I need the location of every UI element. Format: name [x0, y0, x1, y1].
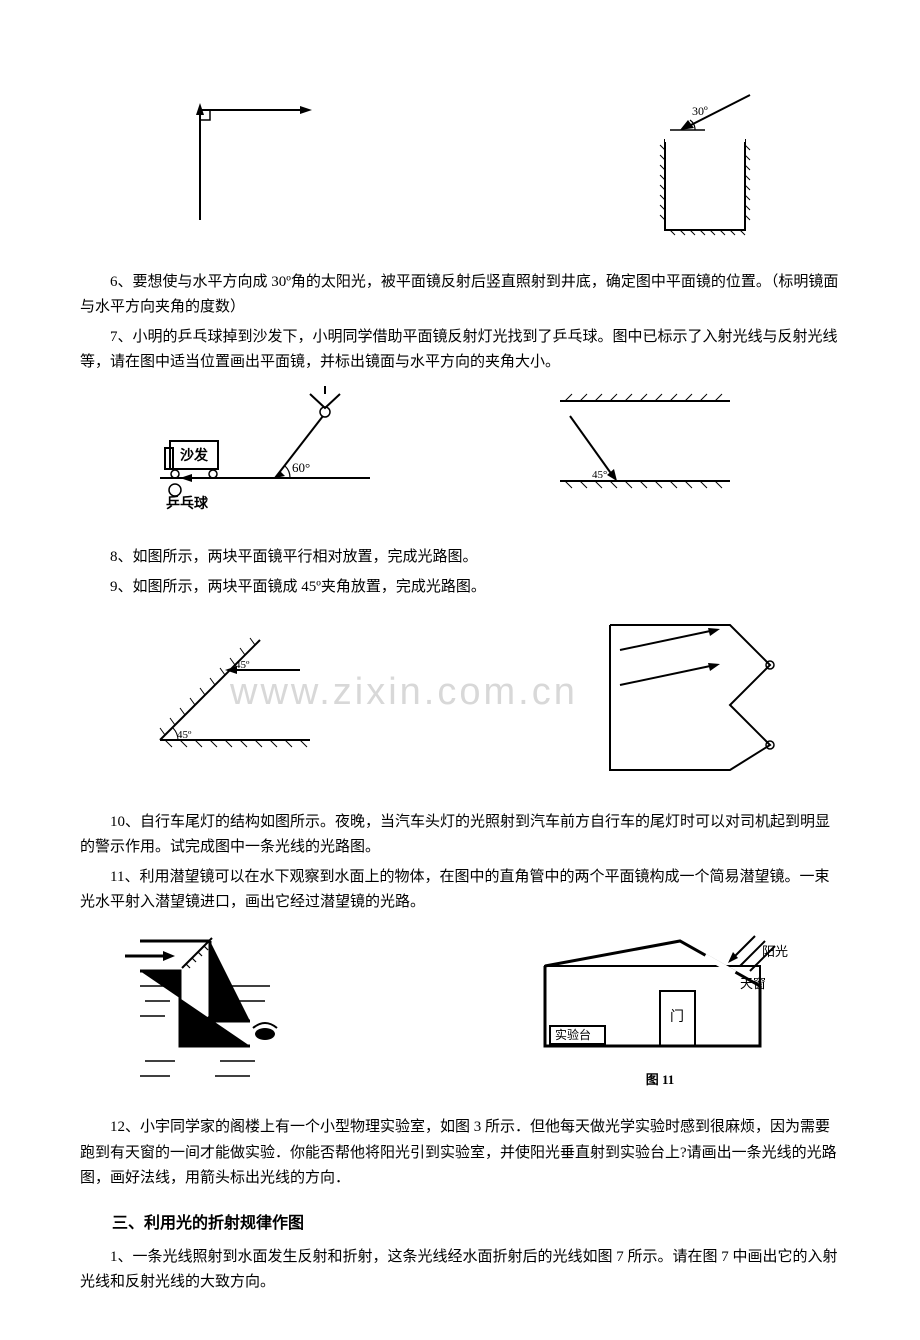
figure-8-parallel: 45°: [540, 386, 740, 526]
figure-6-well: 30º: [630, 90, 780, 250]
figure-9-angle-mirrors: 45º 45º: [130, 610, 330, 790]
fig7-angle-label: 60°: [292, 460, 310, 475]
figure-10-taillight: [580, 610, 780, 790]
fig7-ball-label: 乒乓球: [166, 495, 209, 512]
fig9-angle-a: 45º: [235, 659, 250, 671]
fig12-table-label: 实验台: [555, 1027, 591, 1042]
section-3-p1: 1、一条光线照射到水面发生反射和折射，这条光线经水面折射后的光线如图 7 所示。…: [80, 1245, 840, 1296]
figure-5-left: [180, 90, 320, 250]
fig9-angle-b: 45º: [177, 729, 192, 741]
figure-7-sofa: 60° 沙发 乒乓球: [140, 386, 390, 526]
paragraph-12: 12、小宇同学家的阁楼上有一个小型物理实验室，如图 3 所示．但他每天做光学实验…: [80, 1115, 840, 1192]
paragraph-9: 9、如图所示，两块平面镜成 45º夹角放置，完成光路图。: [80, 575, 840, 601]
paragraph-8: 8、如图所示，两块平面镜平行相对放置，完成光路图。: [80, 545, 840, 571]
fig12-window-label: 天窗: [740, 976, 766, 991]
paragraph-6: 6、要想使与水平方向成 30º角的太阳光，被平面镜反射后竖直照射到井底，确定图中…: [80, 270, 840, 321]
fig7-sofa-label: 沙发: [180, 447, 209, 464]
paragraph-11: 11、利用潜望镜可以在水下观察到水面上的物体，在图中的直角管中的两个平面镜构成一…: [80, 865, 840, 916]
paragraph-10: 10、自行车尾灯的结构如图所示。夜晚，当汽车头灯的光照射到汽车前方自行车的尾灯时…: [80, 810, 840, 861]
fig6-angle-label: 30º: [692, 104, 708, 118]
figure-12-attic: 门 实验台 阳光 天窗 图 11: [530, 926, 790, 1096]
fig8-angle-label: 45°: [592, 469, 607, 481]
paragraph-7: 7、小明的乒乓球掉到沙发下，小明同学借助平面镜反射灯光找到了乒乓球。图中已标示了…: [80, 325, 840, 376]
figure-11-periscope: [120, 926, 320, 1096]
fig12-door-label: 门: [670, 1009, 684, 1025]
fig12-sun-label: 阳光: [762, 944, 788, 959]
figure-12-caption: 图 11: [530, 1069, 790, 1091]
section-3-title: 三、利用光的折射规律作图: [80, 1210, 840, 1237]
